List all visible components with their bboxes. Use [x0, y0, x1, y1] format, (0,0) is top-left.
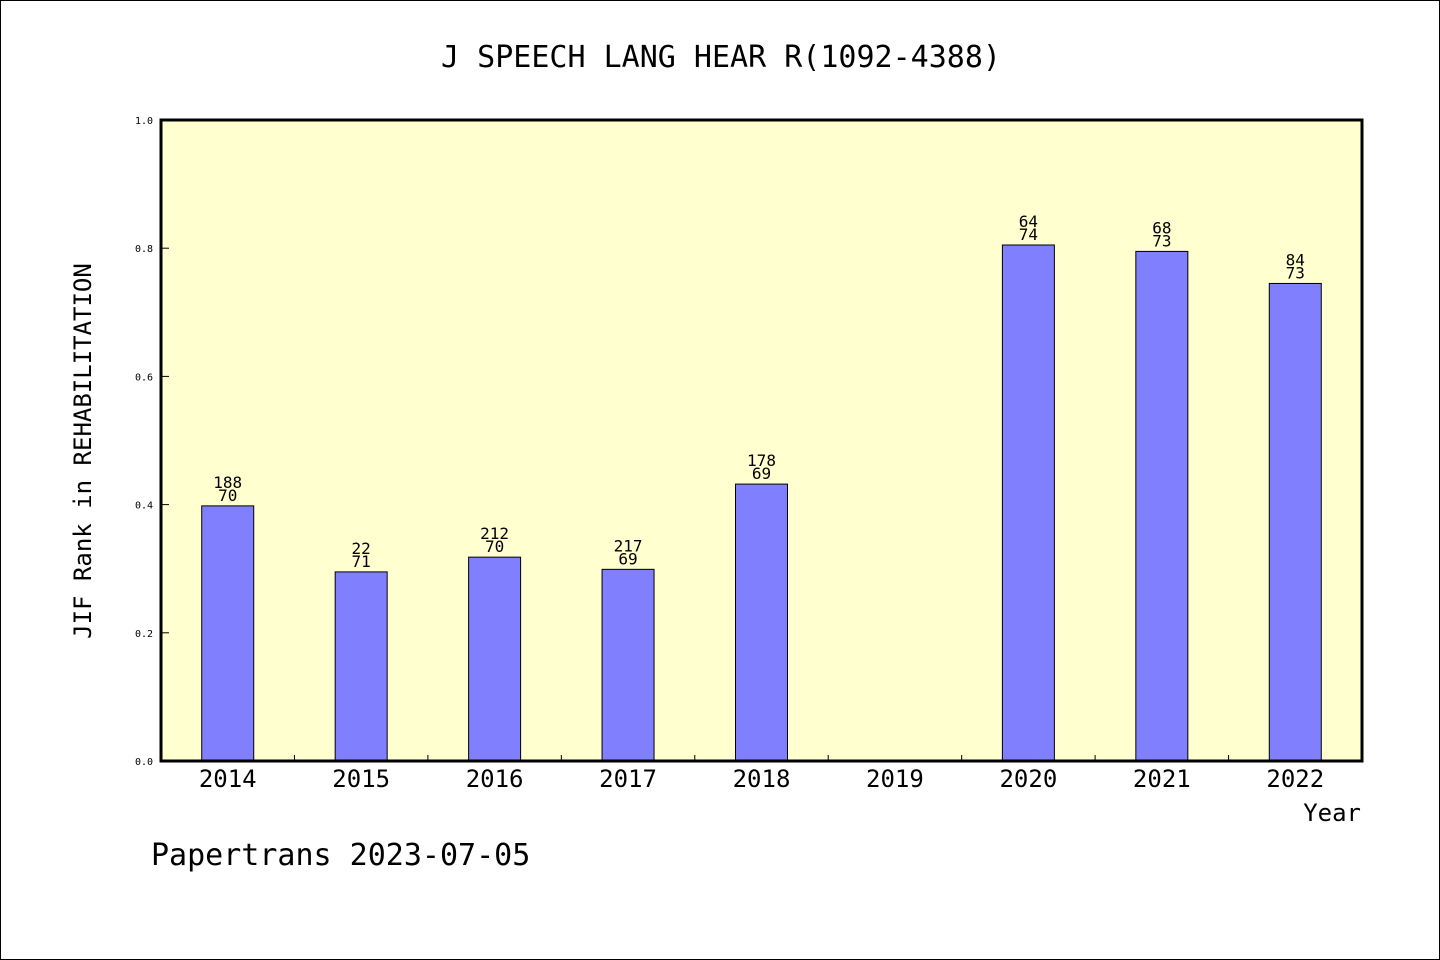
y-axis-label: JIF Rank in REHABILITATION [69, 263, 97, 639]
bar-2014 [201, 505, 255, 762]
bar-label-top-2018: 178 [747, 451, 776, 470]
bar-label-bottom-2020: 74 [1019, 225, 1038, 244]
bar-label-bottom-2018: 69 [752, 464, 771, 483]
bar-2018 [735, 483, 788, 762]
bar-2015 [334, 571, 388, 762]
y-tick-label-0.2: 0.2 [135, 629, 153, 640]
y-tick-label-0.0: 0.0 [135, 757, 153, 768]
footer-credit: Papertrans 2023-07-05 [151, 838, 530, 873]
chart-title: J SPEECH LANG HEAR R(1092-4388) [441, 40, 1001, 75]
bar-label-top-2022: 84 [1286, 250, 1305, 269]
bar-2020 [1001, 244, 1055, 762]
bar-label-top-2021: 68 [1152, 218, 1171, 237]
bar-label-top-2016: 212 [480, 524, 509, 543]
bar-label-top-2014: 188 [213, 473, 242, 492]
x-axis-label: Year [1303, 799, 1361, 827]
x-tick-label-2021: 2021 [1133, 765, 1191, 793]
bar-2022 [1268, 282, 1322, 762]
x-tick-label-2018: 2018 [733, 765, 791, 793]
bar-label-top-2017: 217 [614, 536, 643, 555]
bar-label-bottom-2017: 69 [618, 549, 637, 568]
x-tick-label-2019: 2019 [866, 765, 924, 793]
bar-2017 [601, 568, 655, 762]
x-tick-label-2017: 2017 [599, 765, 657, 793]
x-tick-label-2020: 2020 [999, 765, 1057, 793]
bar-label-top-2020: 64 [1019, 212, 1038, 231]
plot-border [159, 118, 1364, 763]
x-tick-label-2022: 2022 [1266, 765, 1324, 793]
y-tick-label-0.4: 0.4 [135, 501, 153, 512]
x-tick-label-2016: 2016 [466, 765, 524, 793]
x-tick-label-2015: 2015 [332, 765, 390, 793]
y-tick-label-0.6: 0.6 [135, 372, 153, 383]
x-tick-label-2014: 2014 [199, 765, 257, 793]
y-tick-label-0.8: 0.8 [135, 244, 153, 255]
bar-label-bottom-2014: 70 [218, 486, 237, 505]
bar-label-bottom-2022: 73 [1286, 263, 1305, 282]
bar-2016 [468, 556, 522, 762]
bar-label-bottom-2015: 71 [352, 552, 371, 571]
bar-label-bottom-2016: 70 [485, 537, 504, 556]
y-tick-label-1.0: 1.0 [135, 116, 153, 127]
bar-2021 [1135, 250, 1189, 762]
bar-label-top-2015: 22 [352, 539, 371, 558]
bar-label-bottom-2021: 73 [1152, 231, 1171, 250]
